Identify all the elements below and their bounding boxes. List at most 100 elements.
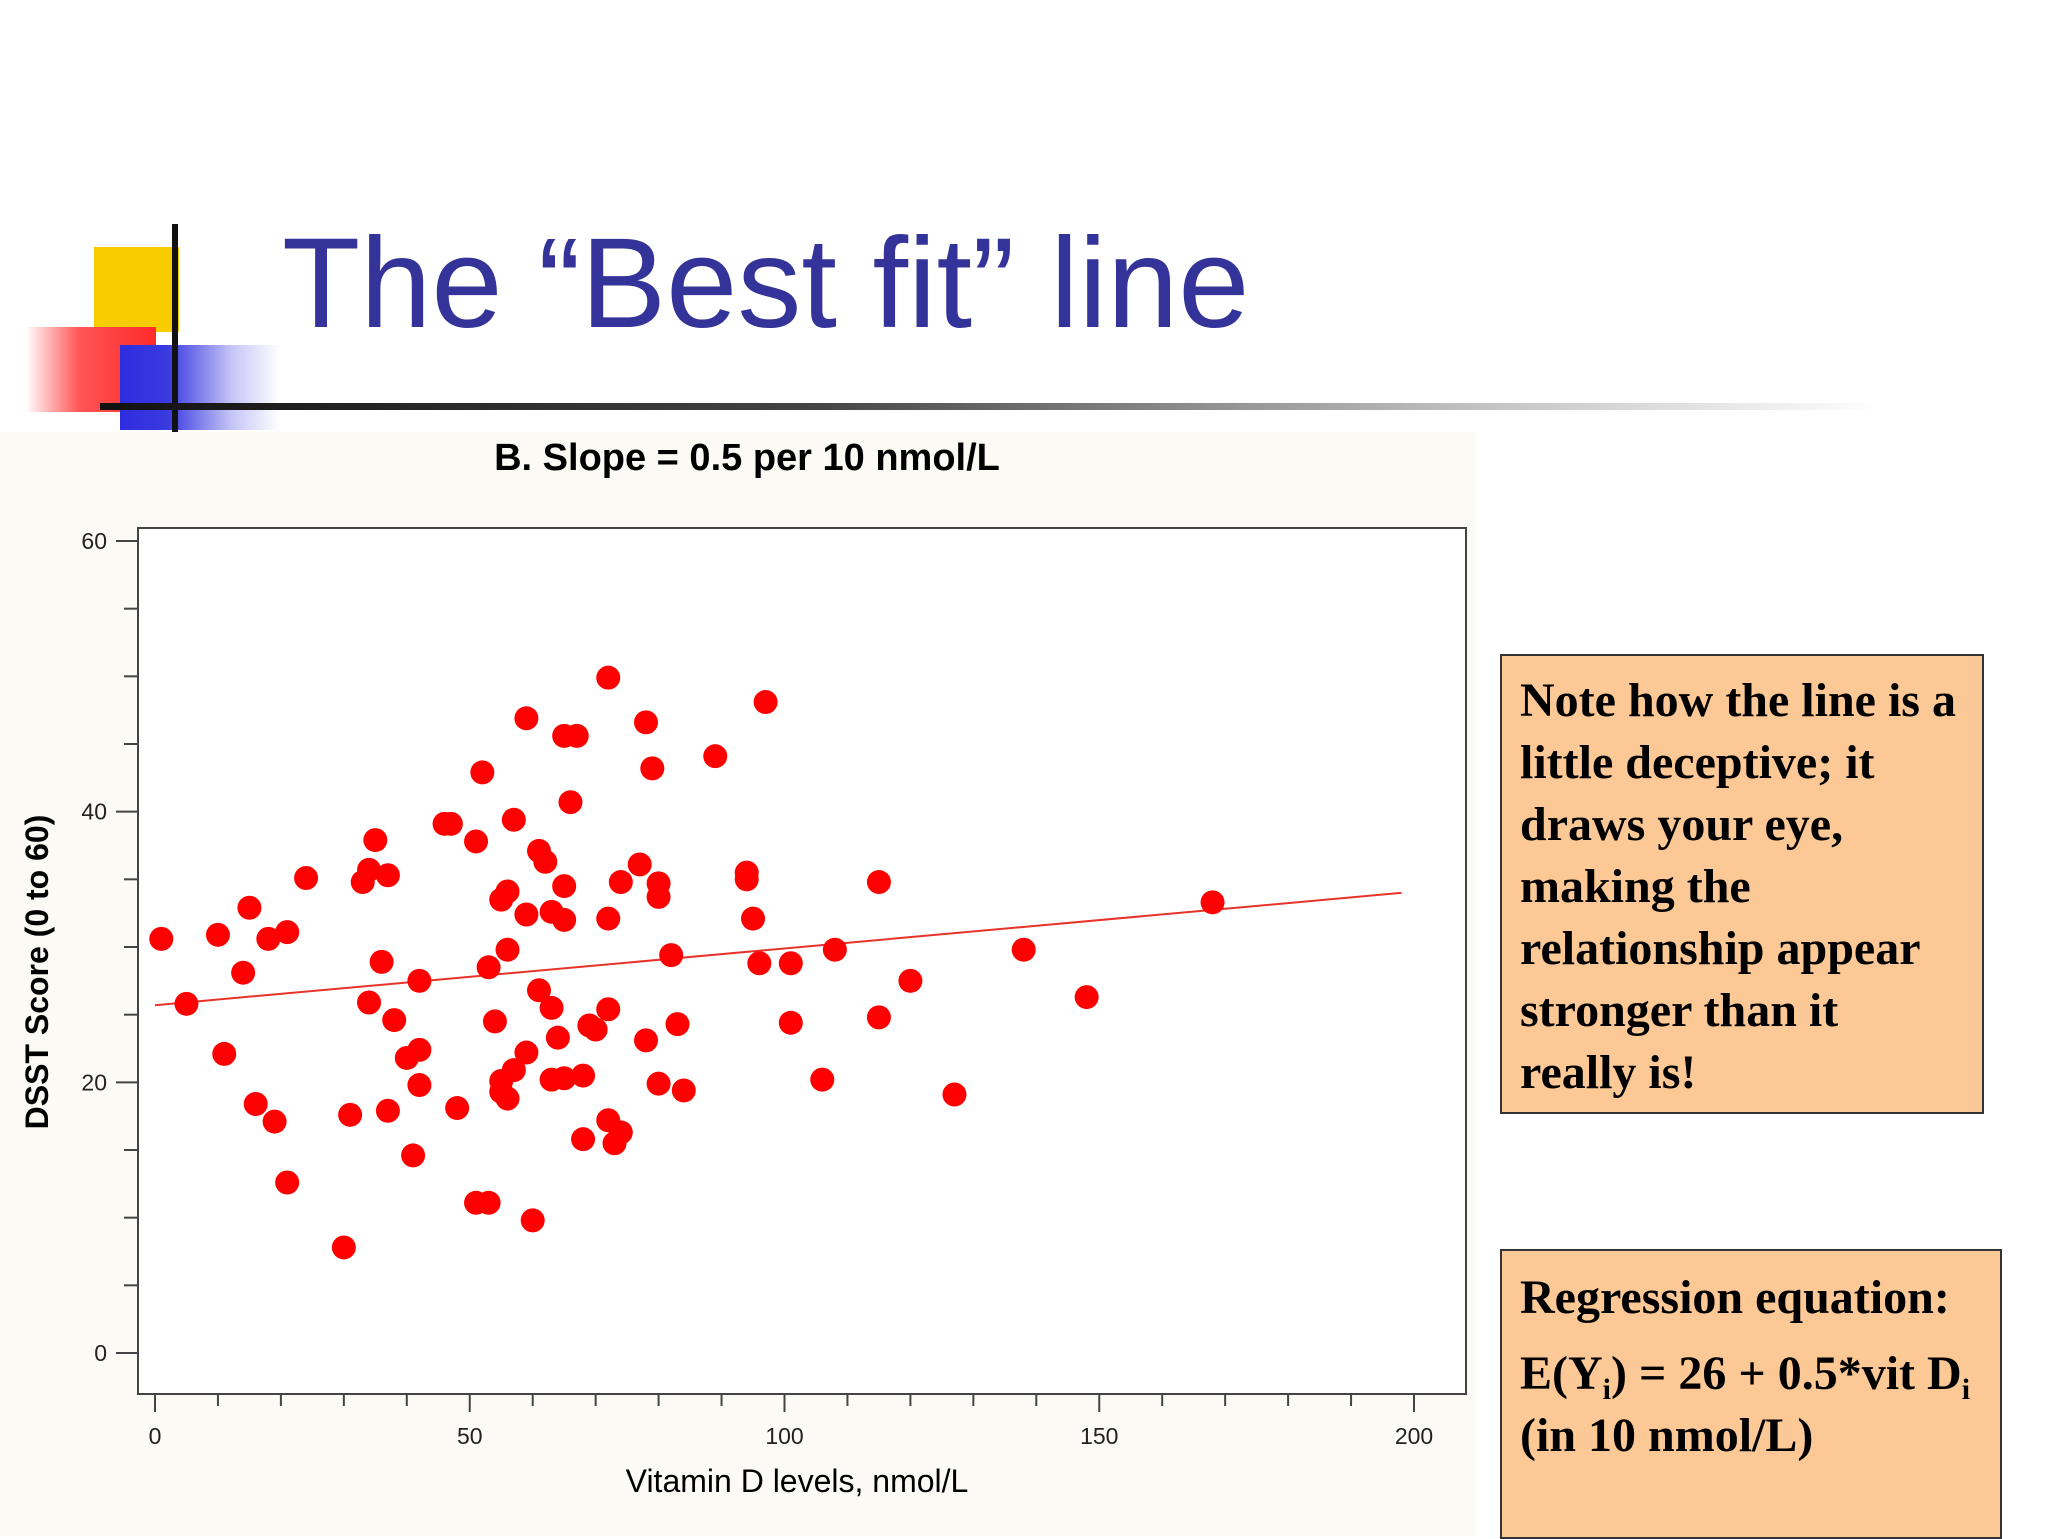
x-tick-label: 200 <box>1395 1423 1433 1449</box>
data-point <box>734 867 759 892</box>
data-point <box>552 1066 577 1091</box>
y-tick-label: 20 <box>81 1069 107 1095</box>
data-point <box>526 978 551 1003</box>
title-underline <box>100 403 1880 410</box>
data-point <box>778 1010 803 1035</box>
data-point <box>407 1073 432 1098</box>
data-point <box>514 1040 539 1065</box>
data-point <box>942 1082 967 1107</box>
data-point <box>357 990 382 1015</box>
data-point <box>438 811 463 836</box>
data-point <box>552 874 577 899</box>
data-point <box>212 1041 237 1066</box>
data-point <box>382 1008 407 1033</box>
data-point <box>501 807 526 832</box>
data-point <box>596 906 621 931</box>
data-point <box>357 857 382 882</box>
y-tick-label: 40 <box>81 799 107 825</box>
data-point <box>174 991 199 1016</box>
data-point <box>1200 890 1225 915</box>
best-fit-line <box>154 891 1402 1007</box>
data-point <box>495 879 520 904</box>
deception-note-text: Note how the line is a little deceptive;… <box>1520 674 1956 1099</box>
equation-subscript-1: i <box>1602 1373 1612 1406</box>
data-point <box>514 706 539 731</box>
data-point <box>363 828 388 853</box>
fit-line-group <box>154 891 1402 1007</box>
data-point <box>262 1109 287 1134</box>
y-axis-label: DSST Score (0 to 60) <box>19 815 55 1130</box>
equation-part-3: (in 10 nmol/L) <box>1520 1409 1814 1462</box>
data-point <box>646 1071 671 1096</box>
slide-title: The “Best fit” line <box>282 212 1250 355</box>
data-point <box>778 951 803 976</box>
scatter-chart: B. Slope = 0.5 per 10 nmol/L 0 50 100 150 20… <box>19 437 1467 1499</box>
deception-note-box: Note how the line is a little deceptive;… <box>1500 654 1984 1114</box>
data-point <box>866 1005 891 1030</box>
data-point <box>898 968 923 993</box>
data-point <box>1011 937 1036 962</box>
chart-panel: B. Slope = 0.5 per 10 nmol/L 0 50 100 150 20… <box>0 432 1476 1536</box>
data-point <box>294 865 319 890</box>
data-point <box>640 756 665 781</box>
data-point <box>205 922 230 947</box>
chart-title: B. Slope = 0.5 per 10 nmol/L <box>494 437 1000 479</box>
data-point <box>407 1037 432 1062</box>
x-tick-label: 0 <box>149 1423 162 1449</box>
data-point <box>243 1091 268 1116</box>
data-point <box>275 1170 300 1195</box>
data-point <box>256 926 281 951</box>
regression-equation-box: Regression equation: E(Yi) = 26 + 0.5*vi… <box>1500 1249 2002 1539</box>
data-point <box>665 1012 690 1037</box>
data-point <box>533 849 558 874</box>
data-point <box>564 723 589 748</box>
data-point <box>822 937 847 962</box>
data-point <box>596 665 621 690</box>
data-point <box>495 937 520 962</box>
data-point <box>231 960 256 985</box>
data-point <box>810 1067 835 1092</box>
data-point <box>401 1143 426 1168</box>
data-point <box>470 760 495 785</box>
data-point <box>558 790 583 815</box>
y-tick-label: 60 <box>81 528 107 554</box>
title-ornament-vertical-line <box>172 224 178 432</box>
data-point <box>703 744 728 769</box>
data-point <box>338 1102 363 1127</box>
title-ornament-blue-square <box>120 345 280 430</box>
data-point <box>634 1028 659 1053</box>
data-point <box>571 1063 596 1088</box>
equation-part-2: ) = 26 + 0.5*vit D <box>1611 1347 1962 1400</box>
regression-heading: Regression equation: <box>1520 1271 1950 1324</box>
data-point <box>634 710 659 735</box>
data-point <box>552 907 577 932</box>
data-point <box>545 1025 570 1050</box>
data-point <box>375 1098 400 1123</box>
data-point <box>1074 985 1099 1010</box>
data-point <box>539 995 564 1020</box>
data-point <box>608 1120 633 1145</box>
x-tick-label: 50 <box>457 1423 483 1449</box>
regression-equation: E(Yi) = 26 + 0.5*vit Di (in 10 nmol/L) <box>1520 1343 1982 1467</box>
x-axis-label: Vitamin D levels, nmol/L <box>626 1463 969 1499</box>
data-point <box>753 690 778 715</box>
data-point <box>375 863 400 888</box>
data-point <box>583 1017 608 1042</box>
data-point <box>476 1190 501 1215</box>
data-point <box>237 895 262 920</box>
data-point <box>659 943 684 968</box>
y-tick-label: 0 <box>94 1340 107 1366</box>
data-point <box>627 852 652 877</box>
data-point <box>608 870 633 895</box>
x-tick-label: 150 <box>1080 1423 1118 1449</box>
data-point <box>501 1058 526 1083</box>
equation-part-1: E(Y <box>1520 1347 1603 1400</box>
data-point <box>571 1127 596 1152</box>
x-tick-label: 100 <box>765 1423 803 1449</box>
data-point <box>514 902 539 927</box>
data-point <box>275 920 300 945</box>
data-point <box>866 870 891 895</box>
data-point <box>476 955 501 980</box>
data-point <box>149 926 174 951</box>
data-point <box>331 1235 356 1260</box>
